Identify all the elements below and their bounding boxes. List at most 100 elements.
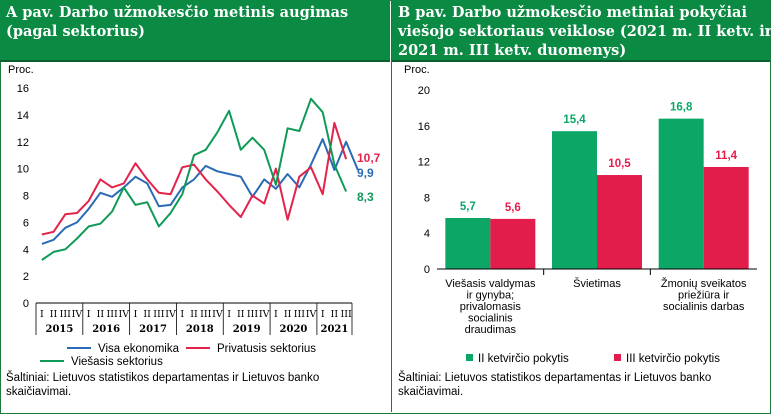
bar-value-label: 5,7 (460, 201, 476, 213)
x-tick-label: I (134, 309, 138, 320)
x-tick-label: III (341, 309, 353, 320)
panel-b-title-line: viešojo sektoriaus veiklose (2021 m. II … (398, 23, 771, 40)
bar (597, 175, 642, 269)
x-tick-label: I (87, 309, 91, 320)
x-tick-label: I (227, 309, 231, 320)
year-label: 2020 (280, 324, 308, 335)
category-label: privalomasis (460, 301, 522, 313)
panel-b-title-line: 2021 m. III ketv. duomenys) (398, 42, 627, 59)
panel-b: B pav. Darbo užmokesčio metiniai pokyčia… (391, 0, 771, 412)
bar-value-label: 10,5 (608, 158, 631, 170)
category-label: ir gynyba; (466, 290, 514, 302)
x-tick-label: IV (72, 309, 83, 320)
x-tick-label: I (321, 309, 325, 320)
bar (703, 166, 749, 269)
series-line-1 (41, 138, 359, 245)
year-label: 2017 (139, 324, 167, 335)
x-tick-label: IV (118, 309, 129, 320)
y-tick-label: 20 (418, 85, 430, 97)
x-tick-label: II (331, 309, 339, 320)
bar (490, 218, 536, 269)
y-tick-label: 6 (23, 217, 29, 229)
panel-a-title: A pav. Darbo užmokesčio metinis augimas … (0, 0, 390, 60)
bar-chart: Proc. 0 4 8 12 16 20 5,7 5,6 Viešasis valdymasir … (404, 64, 757, 365)
category-label: Žmonių sveikatos (661, 277, 747, 290)
x-tick-label: II (50, 309, 58, 320)
bar-value-label: 16,8 (670, 102, 693, 114)
legend-label: Privatusis sektorius (217, 343, 316, 355)
y-tick-label: 12 (17, 137, 29, 149)
x-tick-label: IV (306, 309, 317, 320)
x-tick-label: III (60, 309, 72, 320)
panel-a-title-rule (0, 60, 390, 62)
y-tick-label: 2 (23, 271, 29, 283)
panel-a-title-line: (pagal sektorius) (6, 23, 146, 40)
x-tick-label: I (180, 309, 184, 320)
year-label: 2019 (233, 324, 261, 335)
end-value-label: 10,7 (357, 151, 381, 165)
y-axis-label: Proc. (404, 64, 430, 76)
y-tick-label: 8 (23, 191, 29, 203)
x-tick-label: III (200, 309, 212, 320)
bar-value-label: 15,4 (563, 114, 586, 126)
x-tick-label: II (143, 309, 151, 320)
legend-label: Visa ekonomika (98, 343, 180, 355)
legend-label: II ketvirčio pokytis (478, 353, 569, 365)
x-tick-label: II (97, 309, 105, 320)
category-label: draudimas (465, 324, 517, 336)
series-line-2 (41, 121, 348, 236)
y-tick-label: 4 (424, 228, 430, 240)
x-tick-label: III (294, 309, 306, 320)
x-tick-label: IV (212, 309, 223, 320)
category-label: Švietimas (573, 277, 621, 290)
x-tick-label: II (237, 309, 245, 320)
legend-swatch (614, 354, 621, 361)
y-tick-label: 8 (424, 192, 430, 204)
x-tick-label: I (274, 309, 278, 320)
bar (552, 131, 597, 269)
y-tick-label: 12 (418, 157, 430, 169)
bar (658, 118, 704, 269)
x-tick-label: II (284, 309, 292, 320)
legend-label: Viešasis sektorius (71, 356, 163, 368)
series-line-3 (41, 97, 348, 261)
category-label: Viešasis valdymas (445, 278, 536, 290)
y-axis-label: Proc. (8, 64, 34, 76)
y-tick-label: 0 (424, 264, 430, 276)
panel-b-source: Šaltiniai: Lietuvos statistikos departam… (398, 372, 712, 398)
category-label: socialinis darbas (663, 301, 745, 313)
panel-b-title-rule (392, 60, 770, 62)
end-value-label: 9,9 (357, 166, 374, 180)
year-label: 2016 (92, 324, 120, 335)
x-tick-label: III (247, 309, 259, 320)
end-value-label: 8,3 (357, 190, 374, 204)
legend-swatch (466, 354, 473, 361)
panel-b-title-line: B pav. Darbo užmokesčio metiniai pokyčia… (398, 4, 747, 21)
year-label: 2018 (186, 324, 214, 335)
y-tick-label: 14 (17, 110, 29, 122)
y-tick-label: 0 (23, 298, 29, 310)
y-tick-label: 16 (17, 83, 29, 95)
panel-a-title-line: A pav. Darbo užmokesčio metinis augimas (6, 4, 349, 21)
y-tick-label: 16 (418, 121, 430, 133)
y-tick-label: 10 (17, 164, 29, 176)
bar-value-label: 5,6 (505, 202, 521, 214)
panel-a-source: Šaltiniai: Lietuvos statistikos departam… (6, 372, 320, 398)
bar-value-label: 11,4 (715, 150, 737, 162)
x-tick-label: IV (259, 309, 270, 320)
y-tick-label: 4 (23, 244, 29, 256)
year-label: 2021 (321, 324, 349, 335)
x-tick-label: IV (165, 309, 176, 320)
panel-a: A pav. Darbo užmokesčio metinis augimas … (0, 0, 390, 398)
category-label: priežiūra ir (678, 290, 730, 302)
x-tick-label: III (106, 309, 118, 320)
category-label: socialinis (468, 313, 513, 325)
x-tick-label: II (190, 309, 198, 320)
bar (445, 217, 491, 269)
legend-label: III ketvirčio pokytis (626, 353, 720, 365)
year-label: 2015 (45, 324, 73, 335)
x-tick-label: I (40, 309, 44, 320)
panel-b-title: B pav. Darbo užmokesčio metiniai pokyčia… (392, 0, 771, 60)
x-tick-label: III (153, 309, 165, 320)
